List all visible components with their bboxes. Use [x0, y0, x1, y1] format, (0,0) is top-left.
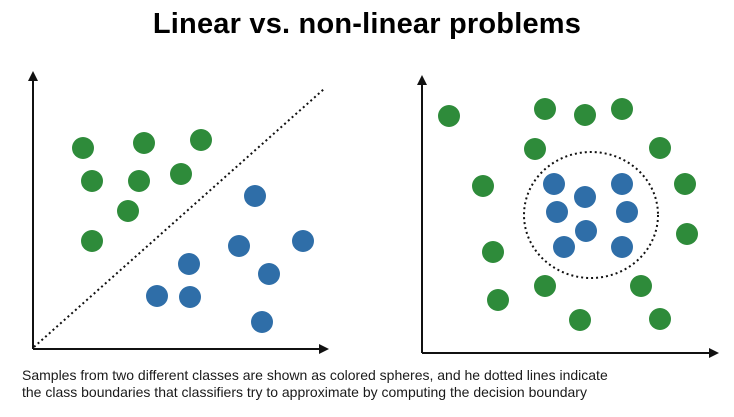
point-class-a — [534, 98, 556, 120]
point-class-a — [649, 308, 671, 330]
point-class-a — [438, 105, 460, 127]
point-class-b — [179, 286, 201, 308]
right-panel-nonlinear — [417, 75, 719, 358]
point-class-a — [574, 104, 596, 126]
point-class-b — [251, 311, 273, 333]
point-class-a — [487, 289, 509, 311]
point-class-b — [244, 185, 266, 207]
point-class-b — [258, 263, 280, 285]
point-class-b — [546, 201, 568, 223]
point-class-b — [543, 173, 565, 195]
left-class-a-points — [72, 129, 212, 252]
point-class-a — [630, 275, 652, 297]
point-class-a — [676, 223, 698, 245]
point-class-b — [611, 173, 633, 195]
left-class-b-points — [146, 185, 314, 333]
caption-line-1: Samples from two different classes are s… — [22, 367, 608, 383]
point-class-a — [117, 200, 139, 222]
point-class-a — [534, 275, 556, 297]
point-class-a — [133, 132, 155, 154]
point-class-a — [72, 137, 94, 159]
point-class-a — [524, 138, 546, 160]
linear-decision-boundary — [33, 88, 325, 348]
point-class-b — [228, 235, 250, 257]
caption-line-2: the class boundaries that classifiers tr… — [22, 384, 587, 400]
point-class-a — [128, 170, 150, 192]
point-class-a — [190, 129, 212, 151]
point-class-a — [81, 230, 103, 252]
point-class-a — [649, 137, 671, 159]
point-class-a — [81, 170, 103, 192]
point-class-b — [611, 236, 633, 258]
right-class-b-points — [543, 173, 638, 258]
point-class-b — [574, 186, 596, 208]
point-class-b — [146, 285, 168, 307]
point-class-a — [170, 163, 192, 185]
point-class-b — [575, 220, 597, 242]
nonlinear-decision-boundary — [523, 151, 659, 279]
point-class-b — [616, 201, 638, 223]
point-class-a — [611, 98, 633, 120]
point-class-a — [482, 241, 504, 263]
page-title: Linear vs. non-linear problems — [152, 8, 582, 40]
point-class-a — [472, 175, 494, 197]
caption: Samples from two different classes are s… — [22, 367, 722, 401]
point-class-a — [674, 173, 696, 195]
right-class-a-points — [438, 98, 698, 331]
point-class-b — [292, 230, 314, 252]
point-class-a — [569, 309, 591, 331]
left-panel-linear — [28, 71, 329, 354]
point-class-b — [553, 236, 575, 258]
point-class-b — [178, 253, 200, 275]
